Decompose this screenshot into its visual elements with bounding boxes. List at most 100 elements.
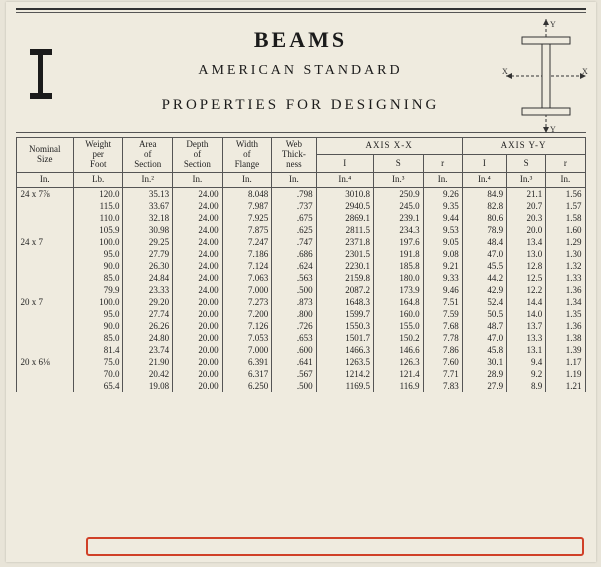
cell-value: 110.0 — [73, 212, 123, 224]
cell-value: 24.00 — [173, 200, 223, 212]
cell-value: 7.200 — [222, 308, 272, 320]
cell-value: 45.8 — [462, 344, 506, 356]
cell-value: 1.21 — [546, 380, 585, 392]
cell-value: 28.9 — [462, 368, 506, 380]
cell-value: 1.19 — [546, 368, 585, 380]
cell-value: 9.08 — [423, 248, 462, 260]
col-rxx: r — [423, 155, 462, 172]
cell-value: 1.39 — [546, 344, 585, 356]
cell-value: .686 — [272, 248, 316, 260]
cell-value: 65.4 — [73, 380, 123, 392]
cell-value: 85.0 — [73, 332, 123, 344]
cell-nominal — [16, 224, 73, 236]
cell-value: 45.5 — [462, 260, 506, 272]
col-web-thickness: WebThick-ness — [272, 138, 316, 173]
cell-value: .800 — [272, 308, 316, 320]
unit-rxx: In. — [423, 172, 462, 187]
unit-Sxx: In.³ — [373, 172, 423, 187]
highlight-box — [86, 537, 584, 556]
cell-value: 7.875 — [222, 224, 272, 236]
cell-value: .747 — [272, 236, 316, 248]
cell-value: 24.84 — [123, 272, 173, 284]
table-row: 65.419.0820.006.250.5001169.5116.97.8327… — [16, 380, 585, 392]
table-row: 20 x 6⅛75.021.9020.006.391.6411263.5126.… — [16, 356, 585, 368]
cell-value: .567 — [272, 368, 316, 380]
cell-value: 24.00 — [173, 224, 223, 236]
cell-value: 13.3 — [507, 332, 546, 344]
cell-value: 7.273 — [222, 296, 272, 308]
cell-value: 75.0 — [73, 356, 123, 368]
cell-nominal: 20 x 6⅛ — [16, 356, 73, 368]
cell-value: 32.18 — [123, 212, 173, 224]
header-block: Y Y X X BEAMS AMERICAN STANDARD PROPERTI… — [6, 13, 596, 132]
cell-value: 42.9 — [462, 284, 506, 296]
cell-value: 7.83 — [423, 380, 462, 392]
cell-value: 29.20 — [123, 296, 173, 308]
table-row: 85.024.8020.007.053.6531501.7150.27.7847… — [16, 332, 585, 344]
table-row: 115.033.6724.007.987.7372940.5245.09.358… — [16, 200, 585, 212]
cell-value: 21.90 — [123, 356, 173, 368]
table-row: 90.026.3024.007.124.6242230.1185.89.2145… — [16, 260, 585, 272]
col-axis-yy: AXIS Y-Y — [462, 138, 585, 155]
col-Ixx: I — [316, 155, 373, 172]
cell-value: 20.3 — [507, 212, 546, 224]
cell-value: 20.00 — [173, 296, 223, 308]
cell-value: 13.7 — [507, 320, 546, 332]
cell-value: 95.0 — [73, 308, 123, 320]
unit-web: In. — [272, 172, 316, 187]
cell-value: 52.4 — [462, 296, 506, 308]
col-depth: DepthofSection — [173, 138, 223, 173]
table-row: 24 x 7⅞120.035.1324.008.048.7983010.8250… — [16, 187, 585, 200]
col-Iyy: I — [462, 155, 506, 172]
col-flange-width: WidthofFlange — [222, 138, 272, 173]
table-row: 20 x 7100.029.2020.007.273.8731648.3164.… — [16, 296, 585, 308]
cell-value: 27.9 — [462, 380, 506, 392]
cell-value: 70.0 — [73, 368, 123, 380]
cell-nominal — [16, 368, 73, 380]
cell-value: 82.8 — [462, 200, 506, 212]
cell-value: 29.25 — [123, 236, 173, 248]
unit-depth: In. — [173, 172, 223, 187]
cell-nominal — [16, 320, 73, 332]
cell-value: 6.250 — [222, 380, 272, 392]
col-Syy: S — [507, 155, 546, 172]
cell-value: 12.2 — [507, 284, 546, 296]
cell-value: 2811.5 — [316, 224, 373, 236]
cell-value: 24.00 — [173, 272, 223, 284]
cell-value: 1.57 — [546, 200, 585, 212]
cell-value: 30.1 — [462, 356, 506, 368]
cell-nominal — [16, 272, 73, 284]
table-row: 90.026.2620.007.126.7261550.3155.07.6848… — [16, 320, 585, 332]
cell-value: 90.0 — [73, 260, 123, 272]
axis-x-label-left: X — [502, 67, 508, 76]
cell-value: 7.59 — [423, 308, 462, 320]
cell-value: 20.00 — [173, 380, 223, 392]
cell-value: 2940.5 — [316, 200, 373, 212]
cell-value: 7.000 — [222, 344, 272, 356]
axis-diagram-icon: Y Y X X — [500, 17, 592, 135]
unit-Syy: In.³ — [507, 172, 546, 187]
table-row: 70.020.4220.006.317.5671214.2121.47.7128… — [16, 368, 585, 380]
cell-value: 100.0 — [73, 236, 123, 248]
cell-value: 1.58 — [546, 212, 585, 224]
cell-value: 180.0 — [373, 272, 423, 284]
unit-nominal: In. — [16, 172, 73, 187]
cell-value: 20.00 — [173, 308, 223, 320]
unit-Ixx: In.⁴ — [316, 172, 373, 187]
cell-value: 100.0 — [73, 296, 123, 308]
cell-value: 7.78 — [423, 332, 462, 344]
cell-nominal — [16, 380, 73, 392]
cell-value: 9.44 — [423, 212, 462, 224]
cell-value: 35.13 — [123, 187, 173, 200]
unit-Iyy: In.⁴ — [462, 172, 506, 187]
cell-value: 2087.2 — [316, 284, 373, 296]
cell-value: 197.6 — [373, 236, 423, 248]
cell-value: 27.74 — [123, 308, 173, 320]
cell-nominal — [16, 332, 73, 344]
cell-value: 95.0 — [73, 248, 123, 260]
cell-value: 2230.1 — [316, 260, 373, 272]
table-head: NominalSize WeightperFoot AreaofSection … — [16, 138, 585, 188]
cell-value: 1.35 — [546, 308, 585, 320]
cell-value: 26.30 — [123, 260, 173, 272]
unit-ryy: In. — [546, 172, 585, 187]
